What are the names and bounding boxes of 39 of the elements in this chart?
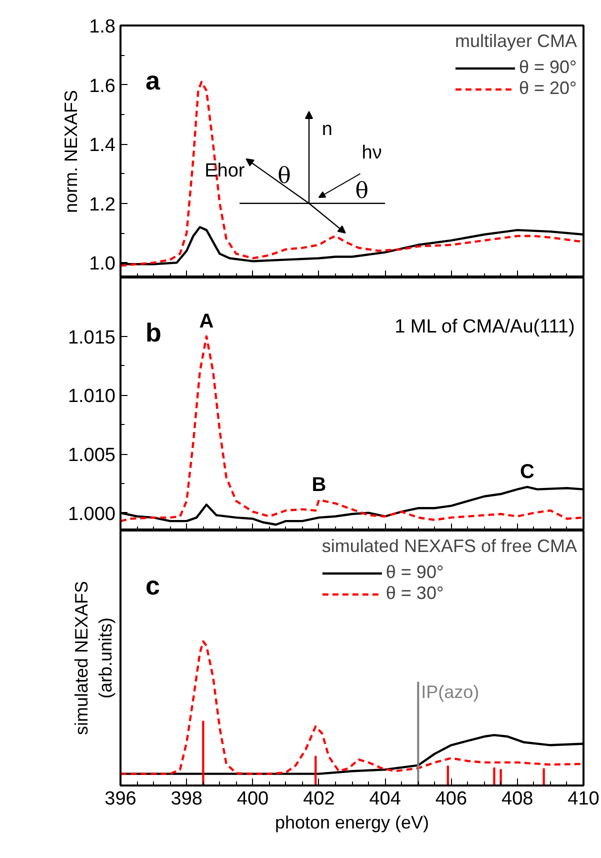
x-tick-label: 406 [435, 788, 468, 810]
x-tick-label: 398 [170, 788, 202, 810]
annotation: a [146, 66, 160, 96]
annotation: n [322, 118, 332, 140]
y-tick-label: 1.8 [89, 16, 116, 38]
x-axis-title: photon energy (eV) [274, 812, 430, 832]
annotation: B [312, 474, 326, 496]
annotation: hν [362, 142, 382, 164]
annotation: θ [278, 164, 291, 190]
y-axis-title: norm. NEXAFS [61, 90, 82, 214]
annotation: Ehor [204, 160, 246, 182]
annotation: C [520, 460, 535, 483]
x-tick-label: 410 [568, 788, 600, 810]
y-tick-label: 1.010 [68, 386, 116, 408]
annotation: θ [355, 179, 369, 204]
annotation: 1 ML of CMA/Au(111) [394, 316, 575, 338]
text: c [146, 570, 160, 600]
annotation: A [199, 310, 214, 332]
x-tick-label: 408 [502, 788, 534, 810]
legend-title: simulated NEXAFS of free CMA [322, 536, 577, 557]
legend-title: multilayer CMA [454, 31, 577, 52]
legend-label: θ = 30° [386, 583, 444, 604]
y-axis-title: simulated NEXAFS (arb.units) [72, 580, 116, 736]
x-tick-label: 404 [369, 788, 402, 810]
y-tick-label: 1.0 [89, 254, 116, 275]
legend-label: θ = 90° [386, 562, 444, 583]
x-tick-label: 396 [104, 788, 136, 810]
annotation: b [146, 318, 162, 348]
y-tick-label: 1.005 [68, 445, 116, 466]
x-tick-label: 402 [303, 788, 335, 810]
legend-label: θ = 20° [518, 78, 577, 99]
legend-label: θ = 90° [518, 57, 577, 78]
y-tick-label: 1.4 [89, 135, 116, 156]
y-tick-label: 1.6 [89, 76, 116, 97]
x-tick-label: 400 [236, 788, 269, 810]
y-tick-label: 1.015 [68, 327, 116, 348]
ref-line-label: IP(azo) [421, 682, 480, 702]
y-tick-label: 1.2 [89, 194, 116, 216]
y-tick-label: 1.000 [68, 504, 116, 525]
